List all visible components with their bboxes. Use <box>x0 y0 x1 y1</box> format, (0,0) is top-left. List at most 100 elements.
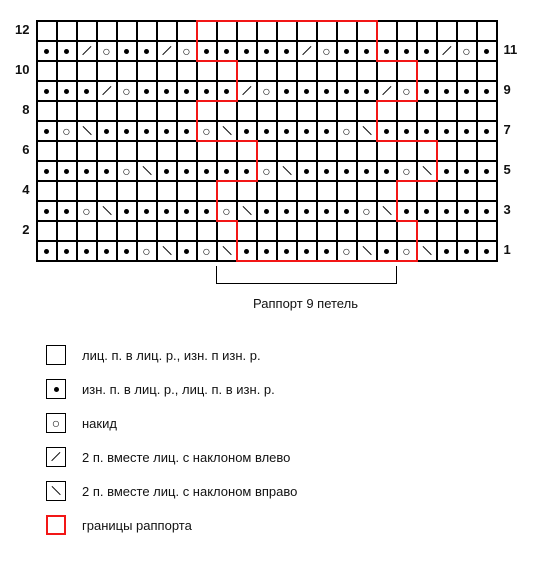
chart-cell <box>297 181 317 201</box>
chart-cell <box>137 21 157 41</box>
chart-cell <box>257 61 277 81</box>
chart-cell <box>117 41 137 61</box>
chart-cell <box>417 101 437 121</box>
chart-cell <box>337 181 357 201</box>
chart-cell <box>217 101 237 121</box>
chart-cell <box>237 201 257 221</box>
chart-cell <box>357 241 377 261</box>
chart-cell <box>397 81 417 101</box>
chart-cell <box>437 101 457 121</box>
chart-cell <box>177 181 197 201</box>
chart-cell <box>317 61 337 81</box>
chart-cell <box>417 241 437 261</box>
chart-cell <box>97 241 117 261</box>
row-label-right: 3 <box>498 200 520 220</box>
chart-cell <box>257 81 277 101</box>
chart-cell <box>457 181 477 201</box>
chart-cell <box>57 181 77 201</box>
chart-cell <box>377 221 397 241</box>
chart-cell <box>477 61 497 81</box>
chart-cell <box>117 121 137 141</box>
chart-cell <box>57 21 77 41</box>
chart-cell <box>317 201 337 221</box>
chart-cell <box>137 141 157 161</box>
chart-cell <box>177 201 197 221</box>
chart-cell <box>137 221 157 241</box>
chart-cell <box>177 241 197 261</box>
chart-cell <box>317 41 337 61</box>
chart-cell <box>417 221 437 241</box>
chart-cell <box>297 201 317 221</box>
chart-cell <box>237 41 257 61</box>
legend-text: 2 п. вместе лиц. с наклоном влево <box>82 450 290 465</box>
row-label-right: 1 <box>498 240 520 260</box>
chart-cell <box>137 121 157 141</box>
chart-cell <box>437 141 457 161</box>
legend-symbol-red <box>46 515 66 535</box>
chart-cell <box>297 121 317 141</box>
chart-cell <box>57 81 77 101</box>
chart-cell <box>297 81 317 101</box>
chart-cell <box>457 141 477 161</box>
chart-cell <box>217 141 237 161</box>
chart-cell <box>437 121 457 141</box>
chart-cell <box>477 121 497 141</box>
chart-cell <box>97 161 117 181</box>
chart-cell <box>217 121 237 141</box>
chart-cell <box>177 101 197 121</box>
row-label-right: 7 <box>498 120 520 140</box>
chart-cell <box>137 81 157 101</box>
row-label-left <box>14 80 36 100</box>
chart-cell <box>197 181 217 201</box>
chart-cell <box>157 121 177 141</box>
chart-cell <box>197 161 217 181</box>
row-label-right <box>498 220 520 240</box>
chart-cell <box>477 41 497 61</box>
chart-cell <box>317 161 337 181</box>
chart-cell <box>157 101 177 121</box>
chart-cell <box>277 141 297 161</box>
chart-cell <box>417 81 437 101</box>
chart-cell <box>237 161 257 181</box>
chart-cell <box>37 41 57 61</box>
chart-cell <box>437 241 457 261</box>
chart-cell <box>337 121 357 141</box>
chart-cell <box>37 21 57 41</box>
chart-cell <box>157 61 177 81</box>
chart-cell <box>137 101 157 121</box>
chart-cell <box>157 221 177 241</box>
chart-cell <box>77 81 97 101</box>
chart-cell <box>357 41 377 61</box>
chart-cell <box>317 121 337 141</box>
chart-cell <box>177 61 197 81</box>
chart-cell <box>357 101 377 121</box>
row-label-left: 2 <box>14 220 36 240</box>
knitting-chart-grid <box>36 20 498 262</box>
chart-cell <box>377 181 397 201</box>
chart-cell <box>477 21 497 41</box>
chart-cell <box>357 221 377 241</box>
chart-cell <box>257 181 277 201</box>
chart-cell <box>97 41 117 61</box>
chart-cell <box>37 121 57 141</box>
chart-cell <box>217 161 237 181</box>
chart-cell <box>177 221 197 241</box>
chart-cell <box>97 101 117 121</box>
chart-cell <box>397 161 417 181</box>
chart-cell <box>77 121 97 141</box>
chart-cell <box>317 21 337 41</box>
chart-cell <box>197 81 217 101</box>
chart-cell <box>137 241 157 261</box>
chart-cell <box>337 161 357 181</box>
legend-text: изн. п. в лиц. р., лиц. п. в изн. р. <box>82 382 275 397</box>
chart-cell <box>77 221 97 241</box>
chart-cell <box>417 201 437 221</box>
chart-cell <box>457 161 477 181</box>
chart-cell <box>257 221 277 241</box>
chart-cell <box>157 41 177 61</box>
chart-cell <box>277 41 297 61</box>
chart-cell <box>457 221 477 241</box>
chart-cell <box>397 141 417 161</box>
legend-row: границы раппорта <box>46 515 519 535</box>
chart-cell <box>457 81 477 101</box>
